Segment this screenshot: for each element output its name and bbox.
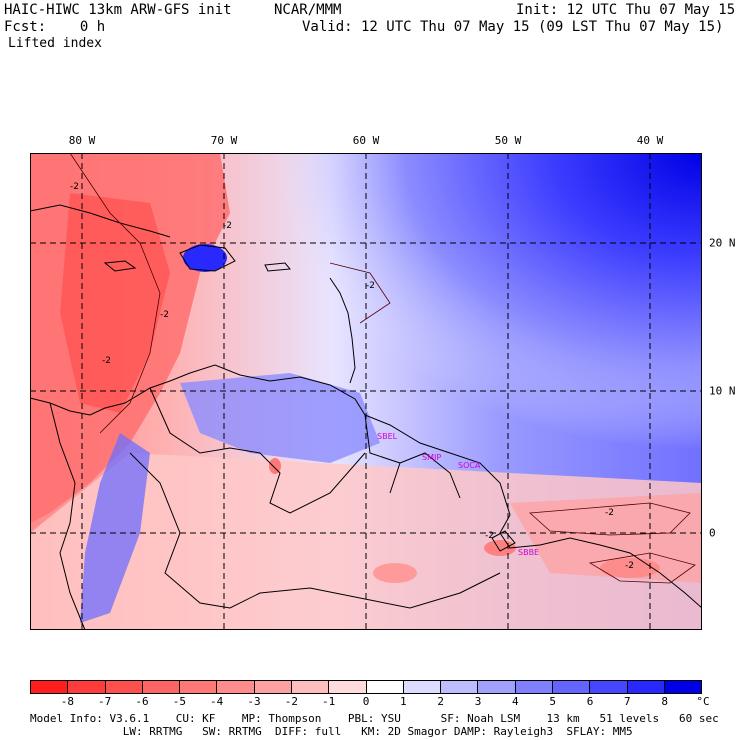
field-south-pink [30,453,702,630]
colorbar-tick-label: 3 [474,695,482,708]
field-blob [373,563,417,583]
station-label: SBBE [518,548,539,557]
contour-label: -2 [485,531,494,541]
contour-label: -2 [625,561,634,571]
lon-label-80w: 80 W [68,134,96,147]
colorbar-unit: °C [696,695,710,708]
colorbar-segment [141,681,180,693]
colorbar-segment [477,681,515,693]
contour-label: -2 [223,221,232,231]
colorbar-tick-label: 6 [586,695,594,708]
field-blob [269,458,281,474]
colorbar-segment [514,681,552,693]
forecast-hour: Fcst: 0 h [4,19,106,35]
colorbar-tick-label: -2 [284,695,298,708]
colorbar-segment [179,681,217,693]
colorbar-tick-label: -5 [172,695,186,708]
colorbar-tick-label: 1 [400,695,407,708]
colorbar-segment [365,681,403,693]
colorbar-tick-label: 7 [624,695,631,708]
station-label: SMJP [422,453,441,462]
lat-label-20n: 20 N [709,236,736,250]
colorbar-tick-label: -1 [322,695,336,708]
contour-label: -2 [70,182,79,192]
lon-label-70w: 70 W [210,134,238,147]
colorbar-tick-label: 8 [661,695,668,708]
colorbar-tick-label: -6 [135,695,149,708]
contours-minus2 [69,153,696,584]
init-time: Init: 12 UTC Thu 07 May 15 [516,2,736,18]
map-frame [30,153,702,630]
contour-label: -2 [160,310,169,320]
model-info-line1: Model Info: V3.6.1 CU: KF MP: Thompson P… [30,712,719,725]
lat-lon-grid [30,153,702,630]
colorbar-tick-label: -4 [210,695,224,708]
colorbar-segment [31,681,68,693]
lat-label-0: 0 [709,526,716,540]
colorbar-tick-label: -3 [247,695,261,708]
contour-label: -2 [605,508,614,518]
model-info-line2: LW: RRTMG SW: RRTMG DIFF: full KM: 2D Sm… [30,725,633,738]
lon-label-50w: 50 W [494,134,522,147]
colorbar-segment [328,681,366,693]
colorbar-tick-label: 2 [437,695,444,708]
station-label: SBEL [377,432,398,441]
model-title: HAIC-HIWC 13km ARW-GFS init [4,2,232,18]
colorbar [30,680,702,694]
lon-label-40w: 40 W [636,134,664,147]
colorbar-tick-label: 5 [549,695,556,708]
colorbar-segment [626,681,664,693]
lat-label-10n: 10 N [709,384,736,398]
field-equatorial-band [510,493,702,583]
field-andes-blue [80,433,150,623]
contour-label: -2 [366,281,375,291]
lifted-index-map: -2 -2 -2 -2 -2 -2 -2 -2 SBEL SMJP SOCA S… [30,153,702,630]
colorbar-segment [551,681,590,693]
org-label: NCAR/MMM [274,2,342,18]
colorbar-segment [589,681,627,693]
colorbar-segment [216,681,254,693]
field-unstable-core [60,193,170,413]
colorbar-segment [402,681,441,693]
colorbar-tick-label: 0 [362,695,370,708]
colorbar-segment [440,681,478,693]
colorbar-segment [663,681,702,693]
colorbar-segment [290,681,329,693]
contour-label: -2 [102,356,111,366]
coastlines [30,204,702,630]
colorbar-tick-label: 4 [512,695,519,708]
field-venezuela-blue [180,373,380,463]
colorbar-segment [253,681,291,693]
station-label: SOCA [458,461,481,470]
lon-label-60w: 60 W [352,134,380,147]
field-name: Lifted index [8,36,102,51]
colorbar-segment [104,681,142,693]
colorbar-tick-label: -7 [98,695,112,708]
valid-time: Valid: 12 UTC Thu 07 May 15 (09 LST Thu … [302,19,724,35]
colorbar-segment [67,681,105,693]
colorbar-tick-label: -8 [60,695,74,708]
field-hispaniola-blue [183,244,227,272]
